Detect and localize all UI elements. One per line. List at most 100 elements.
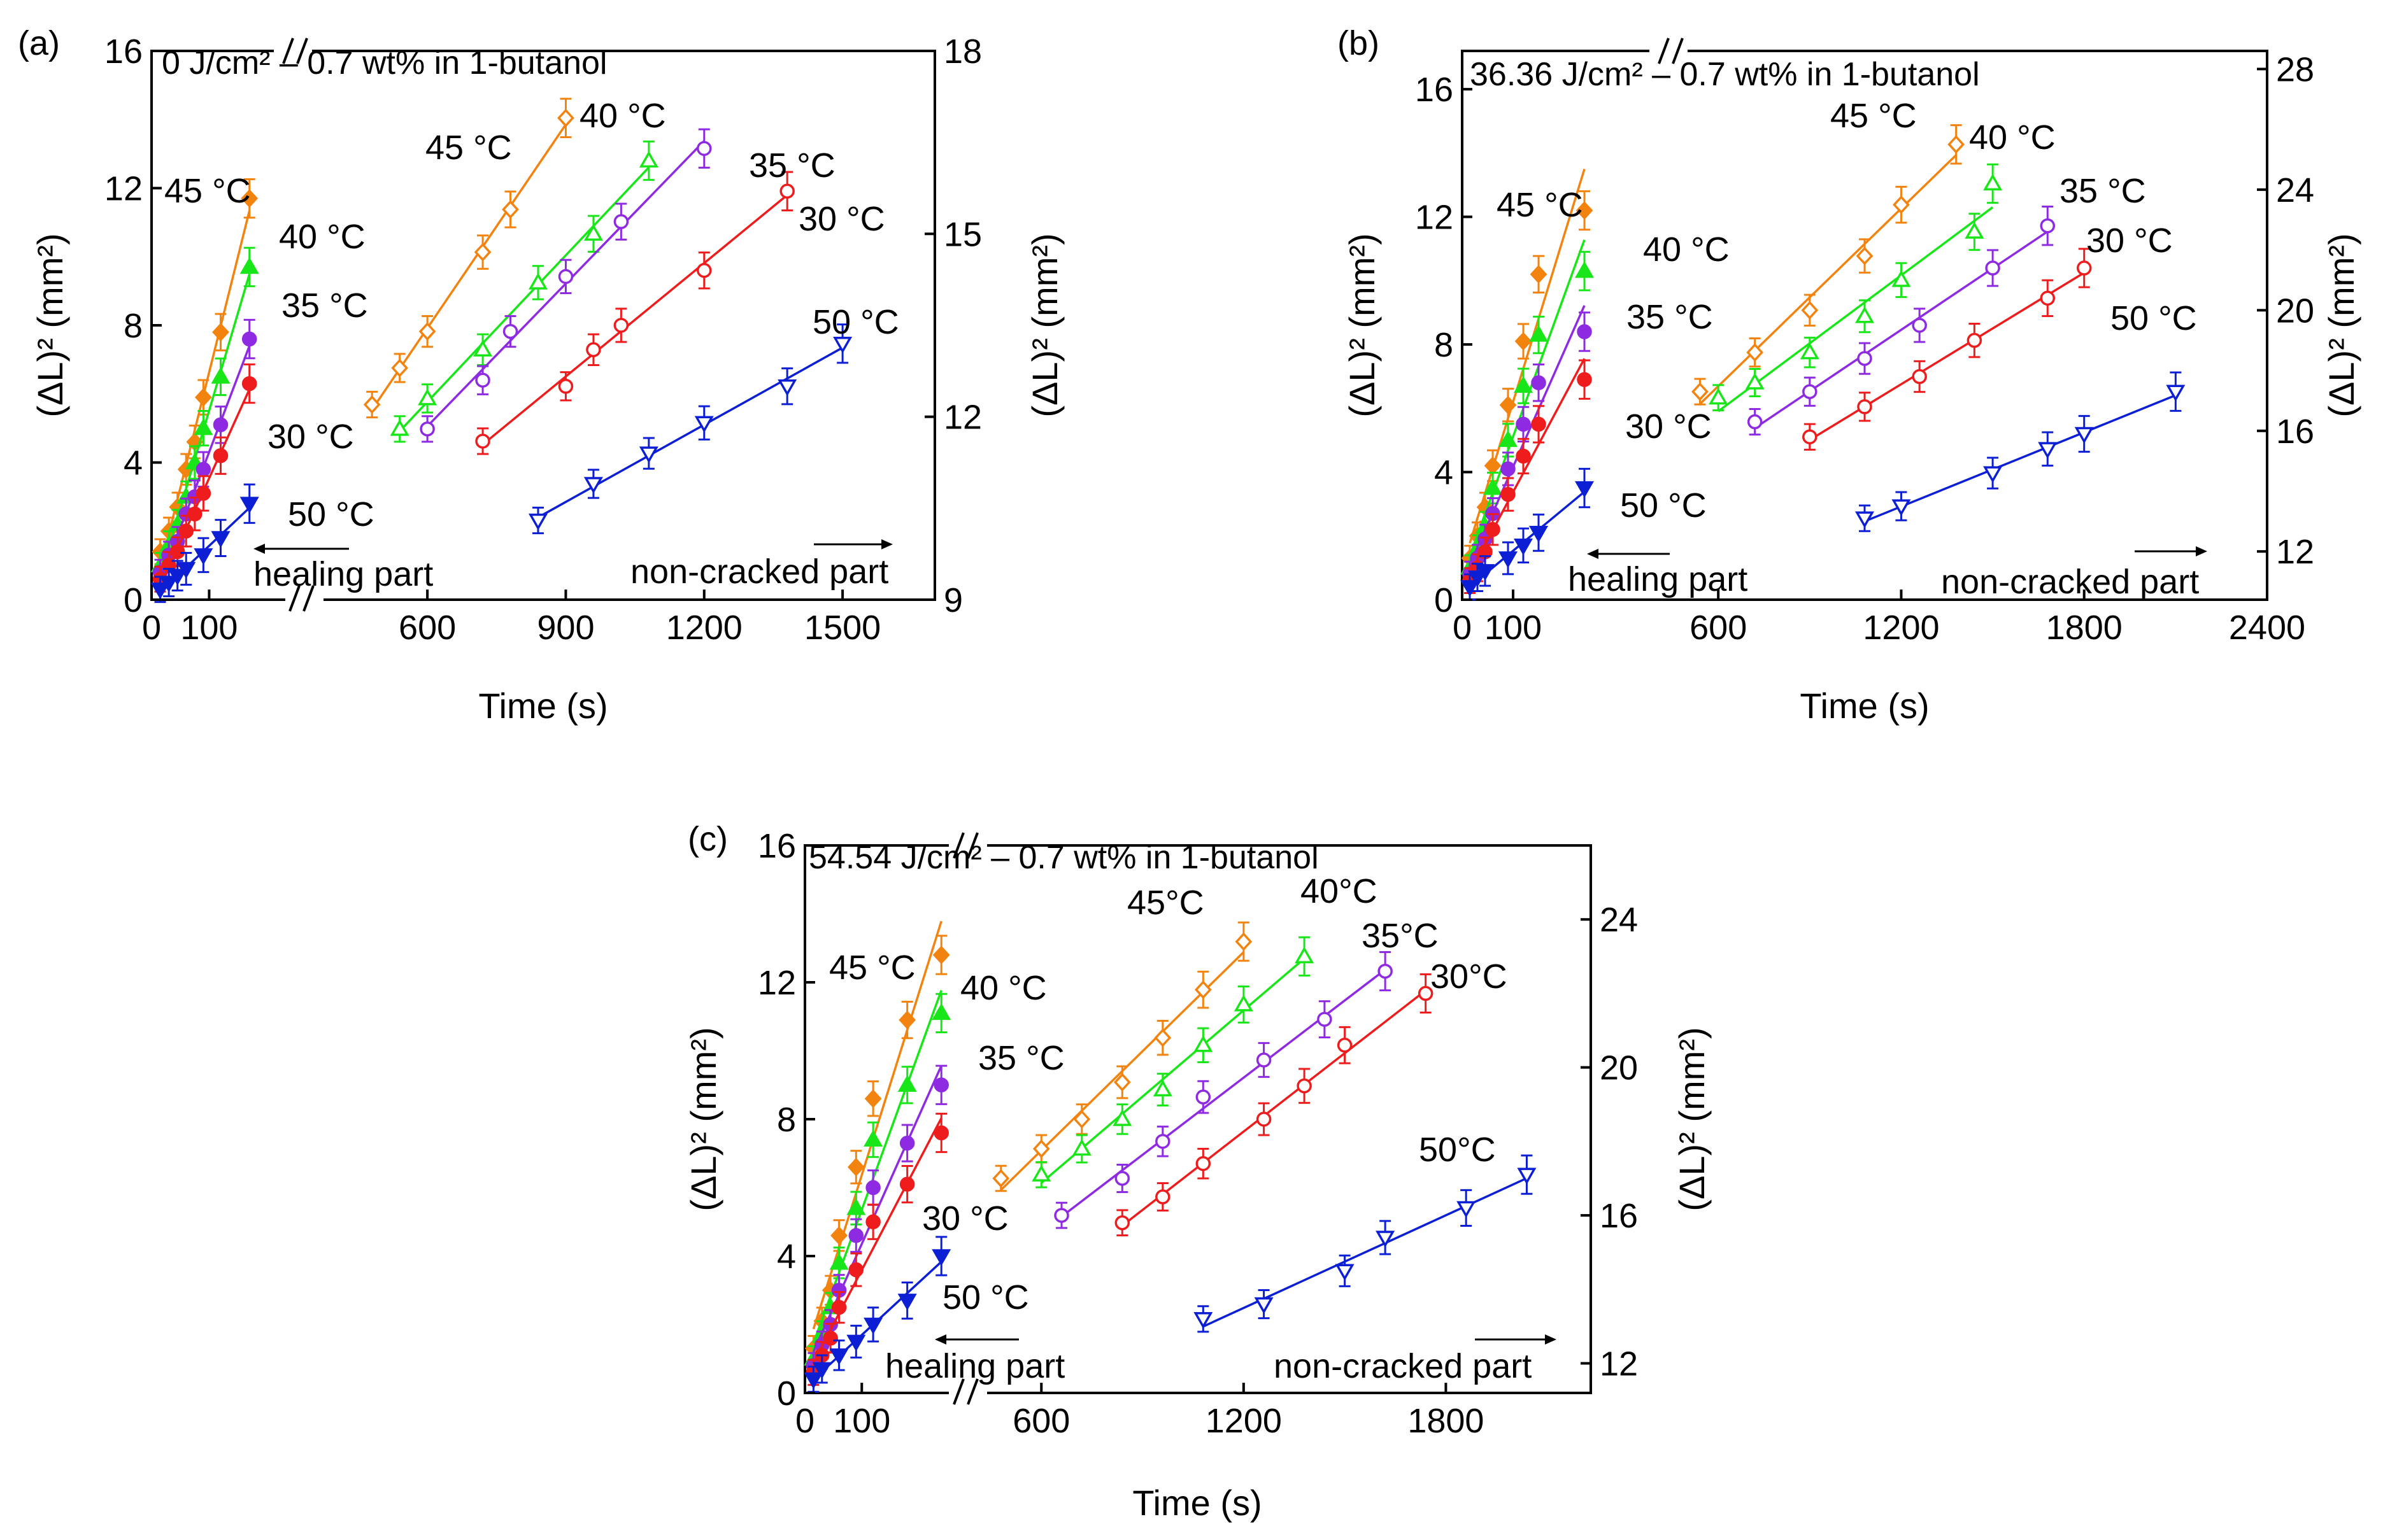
healing-series-b-50 <box>1460 467 1595 601</box>
label-c-nc-30: 30°C <box>1430 957 1507 996</box>
data-point <box>1155 1134 1170 1149</box>
data-point <box>639 446 658 463</box>
data-point <box>864 1089 882 1108</box>
data-point <box>1335 1264 1355 1281</box>
data-point <box>1113 1073 1131 1092</box>
y-tick-label-right: 12 <box>2276 533 2314 571</box>
arrow-healing-b: healing part <box>1568 549 1747 598</box>
x-tick-label: 0 <box>142 609 161 647</box>
data-point <box>196 462 211 477</box>
series-labels-b: 45 °C 40 °C 35 °C 30 °C 50 °C 45 °C 40 °… <box>1497 97 2197 525</box>
noncracked-series-a-45 <box>363 97 574 419</box>
noncracked-fit-line <box>481 194 788 446</box>
data-point <box>1418 985 1433 1001</box>
y-tick-label-right: 16 <box>1600 1197 1638 1235</box>
label-a-healing-50: 50 °C <box>288 495 374 533</box>
data-point <box>196 486 211 501</box>
label-c-healing-35: 35 °C <box>978 1039 1065 1077</box>
data-point <box>2040 290 2056 306</box>
data-point <box>778 379 797 397</box>
data-point <box>502 200 519 219</box>
data-point <box>932 945 950 964</box>
data-point <box>1032 1164 1051 1182</box>
healing-series-c-30 <box>806 1112 949 1386</box>
non-cracked-part-label-c: non-cracked part <box>1274 1347 1532 1385</box>
data-point <box>697 263 712 278</box>
chart-title-b: 36.36 J/cm² – 0.7 wt% in 1-butanol <box>1470 56 1980 93</box>
data-point <box>1577 324 1592 339</box>
data-point <box>418 388 437 406</box>
data-point <box>363 395 381 414</box>
data-point <box>865 1180 881 1196</box>
data-point <box>475 372 490 388</box>
y-axis-label-left-a: (ΔL)² (mm²) <box>30 233 70 417</box>
y-tick-label-right: 9 <box>944 581 963 619</box>
x-tick-label: 1200 <box>666 609 743 647</box>
noncracked-series-b-30 <box>1802 248 2092 451</box>
data-point <box>1054 1208 1069 1223</box>
axis-break-c <box>953 832 979 1405</box>
x-tick-label: 600 <box>1689 609 1747 647</box>
data-point <box>1985 260 2000 276</box>
healing-part-label-c: healing part <box>885 1347 1065 1385</box>
data-point <box>167 569 187 586</box>
data-point <box>1802 384 1817 399</box>
y-tick-label-left: 12 <box>104 170 143 208</box>
data-point <box>557 108 574 127</box>
data-point <box>613 214 629 229</box>
data-point <box>831 1299 847 1315</box>
noncracked-series-b-40 <box>1709 163 2003 413</box>
label-b-nc-40: 40 °C <box>1969 118 2056 157</box>
label-c-nc-50: 50°C <box>1419 1131 1496 1169</box>
data-point <box>195 388 212 407</box>
arrow-noncracked-c: non-cracked part <box>1274 1334 1556 1385</box>
data-point <box>2040 218 2056 234</box>
data-point <box>241 331 257 347</box>
data-point <box>1193 1035 1213 1052</box>
data-point <box>992 1169 1010 1188</box>
data-point <box>1891 270 1911 287</box>
noncracked-fit-line <box>1121 989 1426 1227</box>
data-point <box>2038 442 2058 459</box>
y-tick-label-right: 20 <box>1600 1049 1638 1087</box>
data-point <box>1967 332 1982 348</box>
y-tick-label-right: 24 <box>2276 171 2314 209</box>
data-point <box>833 336 853 354</box>
data-point <box>1460 580 1480 597</box>
data-point <box>1499 395 1517 414</box>
label-a-nc-50: 50 °C <box>813 303 899 341</box>
data-point <box>241 376 257 392</box>
label-b-healing-50: 50 °C <box>1620 486 1707 525</box>
x-axis-label-c: Time (s) <box>1132 1483 1262 1523</box>
data-point <box>1195 1089 1211 1105</box>
y-tick-label-left: 4 <box>777 1238 796 1276</box>
label-c-healing-40: 40 °C <box>960 969 1047 1007</box>
noncracked-series-a-40 <box>390 140 658 443</box>
data-point <box>823 1331 838 1346</box>
data-point <box>899 1176 915 1192</box>
panel-a: (a) 0 4 8 12 16 9 12 15 18 0 100 600 900 1200 1500 0 J… <box>18 24 1065 726</box>
data-point <box>211 367 231 384</box>
y-axis-label-left-c: (ΔL)² (mm²) <box>683 1027 723 1211</box>
noncracked-fit-line <box>399 166 650 432</box>
data-point <box>1801 300 1819 320</box>
data-point <box>176 562 196 579</box>
data-point <box>528 513 548 531</box>
data-point <box>241 189 259 208</box>
data-point <box>1114 1171 1130 1186</box>
label-b-healing-35: 35 °C <box>1626 298 1713 336</box>
data-point <box>1691 382 1709 401</box>
data-point <box>1114 1215 1130 1231</box>
x-tick-label: 100 <box>1484 609 1542 647</box>
data-point <box>932 1003 951 1021</box>
data-point <box>474 243 492 262</box>
healing-series-b-45 <box>1461 169 1593 572</box>
y-tick-label-left: 8 <box>1434 326 1453 364</box>
data-point <box>1295 946 1314 964</box>
data-point <box>934 1077 949 1092</box>
label-b-healing-40: 40 °C <box>1643 230 1730 269</box>
label-b-nc-50: 50 °C <box>2110 299 2197 337</box>
data-point <box>169 544 185 560</box>
x-tick-label: 1800 <box>1407 1402 1484 1440</box>
data-point <box>1155 1189 1170 1204</box>
